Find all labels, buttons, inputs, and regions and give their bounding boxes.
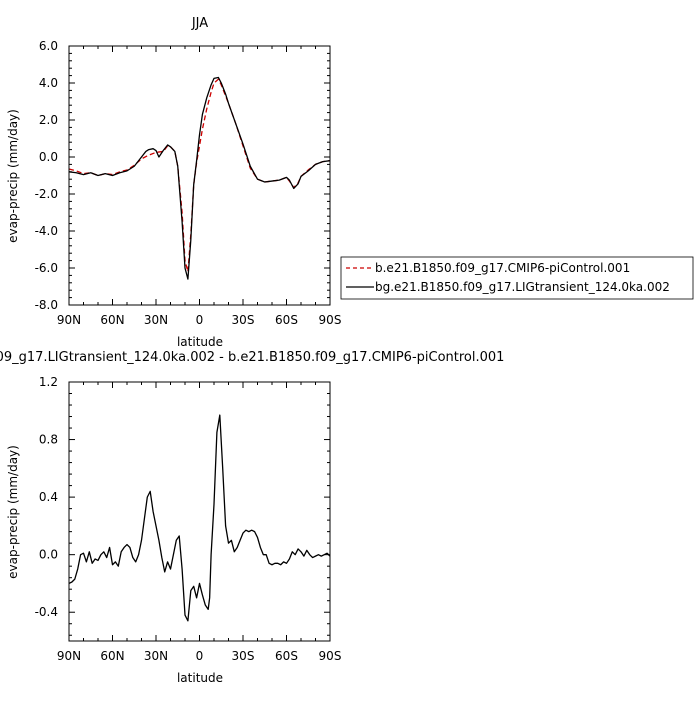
bottom-chart-x-tick-label-1: 60N <box>100 649 124 663</box>
bottom-chart-y-tick-label-0: -0.4 <box>35 605 58 619</box>
top-chart-x-tick-label-6: 90S <box>319 313 342 327</box>
top-chart-panel: JJA -8.0 -6.0 -4.0 -2.0 0.0 2.0 4.0 6.0 90N 60N 3… <box>6 16 341 349</box>
top-chart-x-tick-labels: 90N 60N 30N 0 30S 60S 90S <box>57 313 342 327</box>
bottom-chart-y-tick-label-2: 0.4 <box>39 490 58 504</box>
top-chart-y-tick-label-6: 4.0 <box>39 76 58 90</box>
legend-entry-lig: bg.e21.B1850.f09_g17.LIGtransient_124.0k… <box>375 280 670 294</box>
top-chart-y-tick-labels: -8.0 -6.0 -4.0 -2.0 0.0 2.0 4.0 6.0 <box>35 39 58 312</box>
bottom-chart-ticks <box>68 381 331 641</box>
top-chart-x-tick-label-3: 0 <box>196 313 204 327</box>
top-chart-legend: b.e21.B1850.f09_g17.CMIP6-piControl.001 … <box>340 256 694 300</box>
bottom-chart-x-tick-label-6: 90S <box>319 649 342 663</box>
top-chart-x-axis-label: latitude <box>177 335 223 349</box>
top-chart-y-axis-label: evap-precip (mm/day) <box>6 109 20 243</box>
bottom-chart-x-tick-label-4: 30S <box>232 649 255 663</box>
top-chart-series-line-0 <box>68 78 331 273</box>
top-chart-y-tick-label-1: -6.0 <box>35 261 58 275</box>
top-chart-x-tick-label-2: 30N <box>144 313 168 327</box>
bottom-chart-x-axis-label: latitude <box>177 671 223 685</box>
top-chart-y-tick-label-3: -2.0 <box>35 187 58 201</box>
bottom-chart-y-axis-label: evap-precip (mm/day) <box>6 445 20 579</box>
top-chart-x-tick-label-0: 90N <box>57 313 81 327</box>
top-chart-title: JJA <box>191 16 208 31</box>
bottom-chart-y-tick-label-3: 0.8 <box>39 433 58 447</box>
bottom-chart-x-tick-label-5: 60S <box>275 649 298 663</box>
top-chart-x-tick-label-1: 60N <box>100 313 124 327</box>
bottom-chart-x-tick-label-3: 0 <box>196 649 204 663</box>
bottom-chart-y-tick-label-1: 0.0 <box>39 548 58 562</box>
bottom-chart-series-line-0 <box>68 414 331 622</box>
bottom-chart-title: bg.e21.B1850.f09_g17.LIGtransient_124.0k… <box>0 350 504 365</box>
top-chart-y-tick-label-0: -8.0 <box>35 298 58 312</box>
bottom-chart-x-tick-label-0: 90N <box>57 649 81 663</box>
bottom-chart-x-tick-labels: 90N 60N 30N 0 30S 60S 90S <box>57 649 342 663</box>
top-chart-series-line-1 <box>68 76 331 280</box>
top-chart-x-tick-label-4: 30S <box>232 313 255 327</box>
top-chart-x-tick-label-5: 60S <box>275 313 298 327</box>
top-chart-y-tick-label-4: 0.0 <box>39 150 58 164</box>
top-chart-series-layer <box>68 76 331 280</box>
top-chart-ticks <box>68 45 331 306</box>
top-chart-frame <box>68 45 331 306</box>
bottom-chart-frame <box>68 381 331 642</box>
top-chart-y-tick-label-5: 2.0 <box>39 113 58 127</box>
legend-entry-control: b.e21.B1850.f09_g17.CMIP6-piControl.001 <box>375 261 630 275</box>
bottom-chart-panel: bg.e21.B1850.f09_g17.LIGtransient_124.0k… <box>0 350 504 685</box>
top-chart-y-tick-label-2: -4.0 <box>35 224 58 238</box>
bottom-chart-y-tick-label-4: 1.2 <box>39 375 58 389</box>
top-chart-y-tick-label-7: 6.0 <box>39 39 58 53</box>
legend-box <box>340 256 694 300</box>
bottom-chart-y-tick-labels: -0.4 0.0 0.4 0.8 1.2 <box>35 375 58 619</box>
bottom-chart-series-layer <box>68 414 331 622</box>
bottom-chart-x-tick-label-2: 30N <box>144 649 168 663</box>
